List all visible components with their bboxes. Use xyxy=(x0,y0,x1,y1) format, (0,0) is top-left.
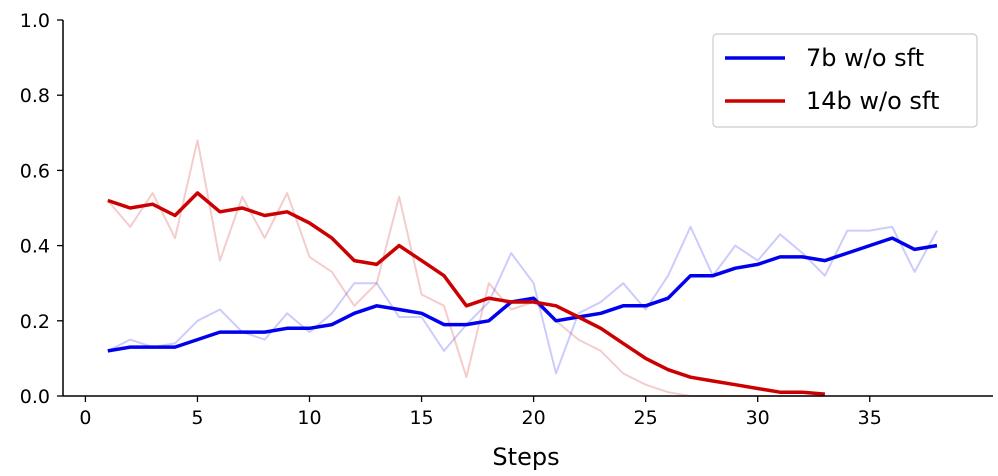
y-tick-label: 1.0 xyxy=(20,10,50,32)
x-tick-label: 10 xyxy=(297,407,321,429)
x-tick-label: 15 xyxy=(409,407,433,429)
legend-label-14b: 14b w/o sft xyxy=(806,87,939,115)
x-axis-label: Steps xyxy=(492,443,559,471)
legend-label-7b: 7b w/o sft xyxy=(806,44,924,72)
smoothed-series-line-0 xyxy=(107,236,938,353)
x-tick-label: 35 xyxy=(858,407,882,429)
y-tick-label: 0.8 xyxy=(20,85,50,107)
x-tick-label: 30 xyxy=(746,407,770,429)
x-tick-label: 25 xyxy=(634,407,658,429)
y-tick-label: 0.0 xyxy=(20,386,50,408)
y-tick-label: 0.4 xyxy=(20,236,50,258)
y-tick-label: 0.6 xyxy=(20,160,50,182)
x-tick-label: 5 xyxy=(191,407,203,429)
smoothed-series-line-1 xyxy=(107,191,826,396)
x-tick-label: 20 xyxy=(522,407,546,429)
y-tick-label: 0.2 xyxy=(20,311,50,333)
legend: 7b w/o sft 14b w/o sft xyxy=(712,33,978,128)
x-tick-label: 0 xyxy=(79,407,91,429)
